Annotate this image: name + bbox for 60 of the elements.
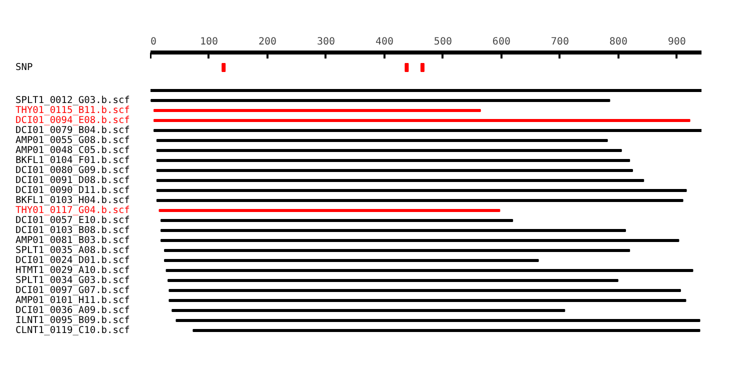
y-tick-label: DCI01_0036_A09.b.scf	[16, 305, 130, 316]
bar	[150, 89, 702, 92]
bar	[168, 279, 618, 282]
bar	[166, 269, 694, 272]
y-tick-label: DCI01_0024_D01.b.scf	[16, 255, 130, 266]
x-tick-label: 600	[492, 36, 510, 48]
x-tick-label: 300	[316, 36, 336, 48]
y-tick-label: SNP	[16, 62, 33, 73]
bar	[160, 229, 626, 232]
x-tick-label: 0	[150, 36, 157, 48]
bar	[154, 129, 702, 132]
y-tick-label: DCI01_0057_E10.b.scf	[16, 215, 130, 226]
y-tick-label: THY01_0117_G04.b.scf	[16, 205, 130, 216]
x-tick-label: 700	[550, 36, 569, 48]
bar	[156, 149, 622, 152]
y-tick-label: AMP01_0048_C05.b.scf	[16, 145, 130, 156]
y-tick-label: DCI01_0079_B04.b.scf	[16, 125, 130, 136]
y-tick-label: DCI01_0080_G09.b.scf	[16, 165, 130, 176]
y-tick-label: DCI01_0103_B08.b.scf	[16, 225, 130, 236]
y-tick-label: BKFL1_0104_F01.b.scf	[16, 155, 130, 166]
bar	[160, 239, 680, 242]
bar	[150, 99, 610, 102]
y-tick-label: AMP01_0055_G08.b.scf	[16, 135, 130, 146]
y-tick-label: DCI01_0094_E08.b.scf	[16, 115, 130, 126]
y-tick-label: SPLT1_0035_A08.b.scf	[16, 245, 130, 256]
y-tick-label: AMP01_0101_H11.b.scf	[16, 295, 130, 306]
x-tick-label: 900	[668, 36, 686, 48]
bar	[156, 199, 684, 202]
bar	[160, 219, 514, 222]
y-tick-label: AMP01_0081_B03.b.scf	[16, 235, 130, 246]
x-tick-label: 200	[258, 36, 277, 48]
bar	[154, 109, 481, 112]
y-tick-label: SPLT1_0012_G03.b.scf	[16, 95, 130, 106]
bar	[156, 139, 608, 142]
bar	[156, 169, 633, 172]
y-tick-label: DCI01_0090_D11.b.scf	[16, 185, 130, 196]
y-tick-label: BKFL1_0103_H04.b.scf	[16, 195, 130, 206]
bar	[172, 309, 566, 312]
bar	[164, 249, 630, 252]
y-tick-label: DCI01_0091_D08.b.scf	[16, 175, 130, 186]
y-tick-label: SPLT1_0034_G03.b.scf	[16, 275, 130, 286]
y-tick-label: ILNT1_0095_B09.b.scf	[16, 315, 130, 326]
y-tick-label: THY01_0115_B11.b.scf	[16, 105, 130, 116]
x-tick-label: 800	[609, 36, 628, 48]
bar	[156, 159, 630, 162]
bar	[164, 259, 539, 262]
y-tick-label: CLNT1_0119_C10.b.scf	[16, 325, 130, 336]
x-tick-label: 500	[434, 36, 452, 48]
y-tick-label: HTMT1_0029_A10.b.scf	[16, 265, 130, 276]
bar	[176, 319, 700, 322]
x-tick-label: 100	[200, 36, 218, 48]
bar	[192, 329, 700, 332]
bar	[156, 189, 687, 192]
bar	[156, 179, 644, 182]
x-tick-label: 400	[375, 36, 394, 48]
bar	[168, 289, 681, 292]
bar	[168, 299, 686, 302]
bar	[158, 209, 500, 212]
bar	[154, 119, 690, 122]
y-tick-label: DCI01_0097_G07.b.scf	[16, 285, 130, 296]
